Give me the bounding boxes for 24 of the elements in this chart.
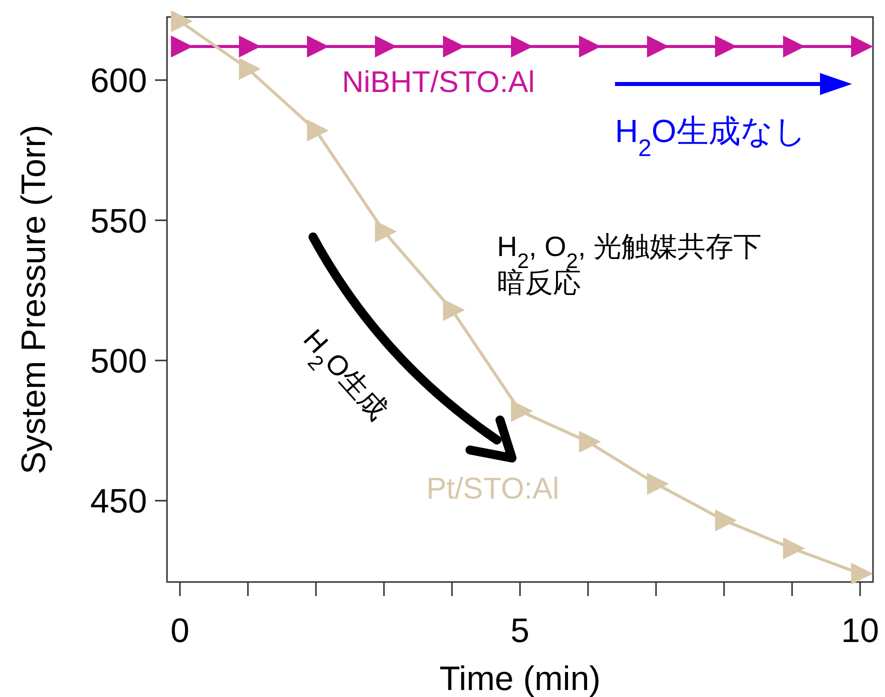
point (170, 10, 193, 32)
series-label: Pt/STO:Al (426, 472, 560, 506)
point (851, 562, 874, 585)
x-tick-label: 5 (510, 612, 530, 650)
y-tick-label: 500 (90, 342, 147, 380)
x-tick-label: 10 (841, 612, 879, 650)
point (851, 35, 874, 58)
point (579, 430, 602, 453)
point (511, 400, 533, 422)
point (715, 509, 738, 532)
x-tick-label: 0 (170, 612, 190, 650)
point (783, 537, 806, 560)
x-axis-title: Time (min) (439, 660, 601, 697)
point (647, 472, 670, 495)
annotation: H$_{2}$O生成なし (615, 113, 806, 162)
point (442, 299, 465, 322)
y-tick-label: 550 (90, 202, 147, 240)
point (374, 220, 397, 243)
y-tick-label: 600 (90, 62, 147, 100)
point (238, 58, 261, 80)
y-axis-title: System Pressure (Torr) (15, 124, 53, 474)
series-label: NiBHT/STO:Al (342, 66, 535, 100)
y-tick-label: 450 (90, 482, 147, 521)
point (306, 120, 329, 142)
